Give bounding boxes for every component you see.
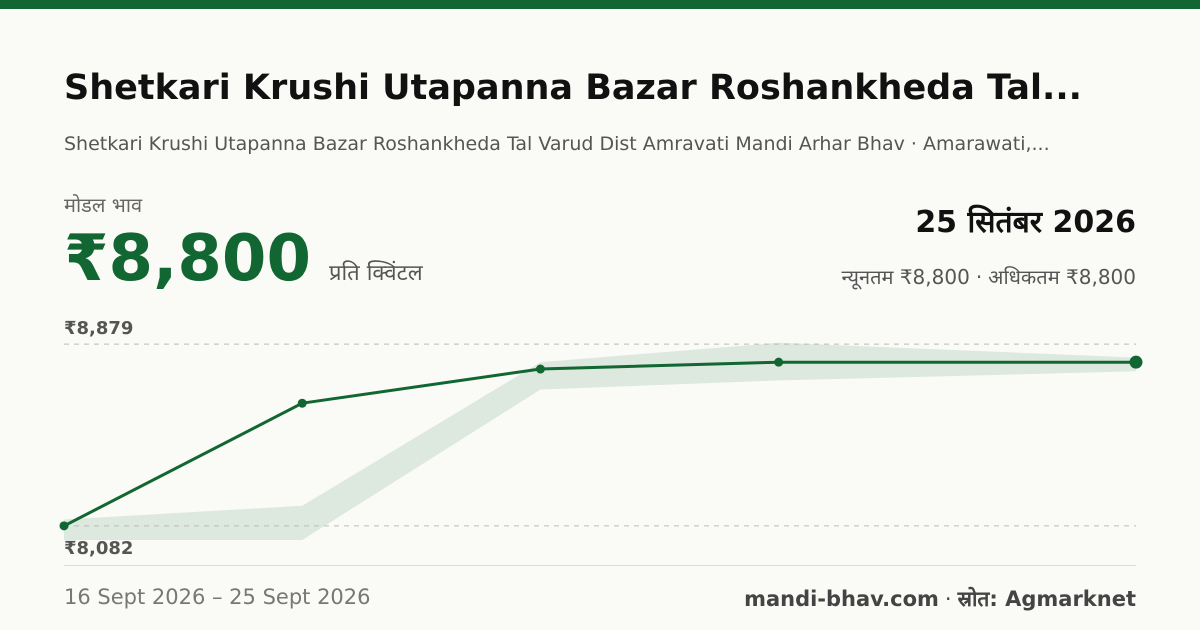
page-title: Shetkari Krushi Utapanna Bazar Roshankhe… xyxy=(64,68,1082,108)
reference-label: ₹8,879 xyxy=(64,318,133,339)
modal-price-row: ₹8,800 प्रति क्विंटल xyxy=(64,222,423,296)
source-separator: · xyxy=(944,587,952,611)
data-point xyxy=(535,364,545,374)
page-subtitle: Shetkari Krushi Utapanna Bazar Roshankhe… xyxy=(64,133,1050,155)
modal-price-value: ₹8,800 xyxy=(64,222,311,296)
top-accent-bar xyxy=(0,0,1200,9)
min-price: न्यूनतम ₹8,800 xyxy=(841,265,970,289)
modal-price-label: मोडल भाव xyxy=(64,193,143,217)
latest-date: 25 सितंबर 2026 xyxy=(915,205,1136,240)
source-credit: mandi-bhav.com · स्रोत: Agmarknet xyxy=(744,585,1136,613)
reference-label: ₹8,082 xyxy=(64,538,133,559)
site-name: mandi-bhav.com xyxy=(744,587,939,611)
date-range: 16 Sept 2026 – 25 Sept 2026 xyxy=(64,585,371,609)
price-unit: प्रति क्विंटल xyxy=(328,261,423,286)
data-point xyxy=(774,357,784,367)
data-point xyxy=(59,521,69,531)
min-max-prices: न्यूनतम ₹8,800 · अधिकतम ₹8,800 xyxy=(842,263,1137,290)
max-price: अधिकतम ₹8,800 xyxy=(988,265,1136,289)
price-trend-chart: ₹8,879 ₹8,082 xyxy=(59,318,1143,559)
source-name: स्रोत: Agmarknet xyxy=(957,587,1136,611)
data-point xyxy=(1129,355,1143,369)
data-point xyxy=(297,398,307,408)
price-range-band xyxy=(64,342,1136,540)
footer-divider xyxy=(64,565,1136,566)
min-max-separator: · xyxy=(975,265,983,289)
